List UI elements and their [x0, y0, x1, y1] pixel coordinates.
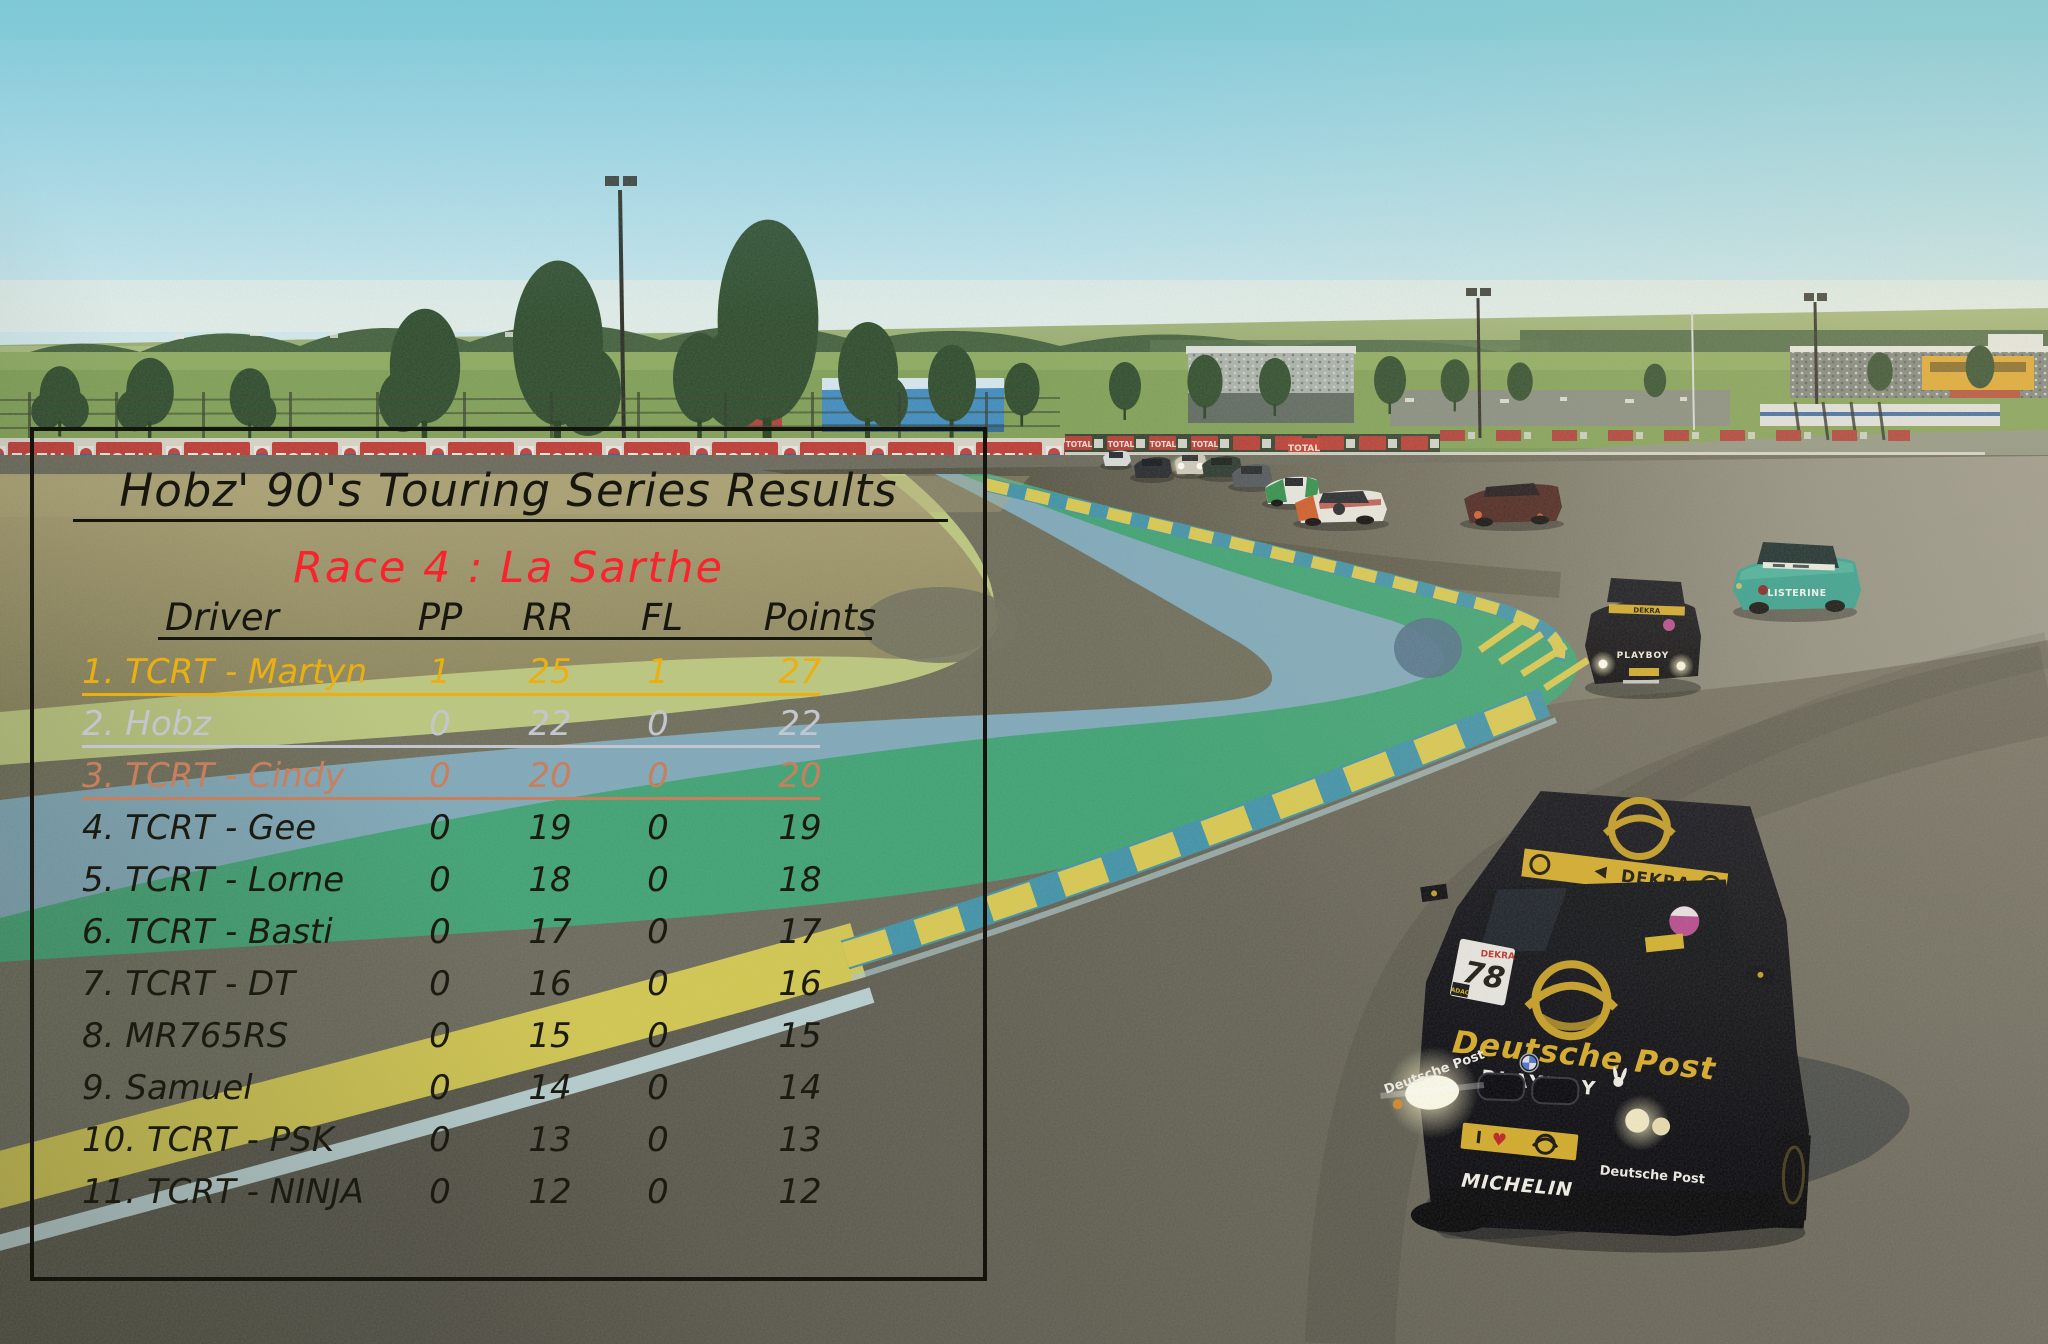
rr-value: 15	[528, 1016, 572, 1056]
driver-name: 6. TCRT - Basti	[82, 912, 333, 952]
pp-value: 0	[429, 1068, 451, 1108]
pp-value: 0	[429, 912, 451, 952]
points-value: 15	[778, 1016, 822, 1056]
driver-name: 7. TCRT - DT	[82, 964, 295, 1004]
driver-name: 9. Samuel	[82, 1068, 253, 1108]
column-header-pp: PP	[417, 596, 463, 639]
points-value: 13	[778, 1120, 822, 1160]
rr-value: 17	[528, 912, 572, 952]
rr-value: 16	[528, 964, 572, 1004]
rr-value: 13	[528, 1120, 572, 1160]
standings-row-9: 9. Samuel 0 14 0 14	[34, 1066, 983, 1112]
title-underline	[73, 519, 948, 522]
points-value: 22	[778, 704, 822, 744]
race-subtitle: Race 4 : La Sarthe	[292, 543, 725, 593]
pp-value: 0	[429, 860, 451, 900]
fl-value: 0	[647, 1172, 669, 1212]
standings-row-1: 1. TCRT - Martyn 1 25 1 27	[34, 650, 983, 696]
column-header-rr: RR	[522, 596, 574, 639]
fl-value: 0	[647, 912, 669, 952]
standings-row-6: 6. TCRT - Basti 0 17 0 17	[34, 910, 983, 956]
pp-value: 0	[429, 808, 451, 848]
driver-name: 11. TCRT - NINJA	[82, 1172, 364, 1212]
pp-value: 0	[429, 1016, 451, 1056]
points-value: 12	[778, 1172, 822, 1212]
points-value: 14	[778, 1068, 822, 1108]
column-header-fl: FL	[641, 596, 683, 639]
column-header-points: Points	[763, 596, 877, 639]
header-underline	[158, 637, 872, 640]
driver-name: 2. Hobz	[82, 704, 212, 744]
pp-value: 0	[429, 756, 451, 796]
fl-value: 0	[647, 808, 669, 848]
points-value: 16	[778, 964, 822, 1004]
rr-value: 22	[528, 704, 572, 744]
results-panel: Hobz' 90's Touring Series Results Race 4…	[30, 427, 987, 1281]
fl-value: 0	[647, 860, 669, 900]
fl-value: 0	[647, 756, 669, 796]
driver-name: 8. MR765RS	[82, 1016, 289, 1056]
fl-value: 0	[647, 964, 669, 1004]
pp-value: 0	[429, 704, 451, 744]
standings-row-10: 10. TCRT - PSK 0 13 0 13	[34, 1118, 983, 1164]
rr-value: 25	[528, 652, 572, 692]
fl-value: 0	[647, 704, 669, 744]
standings-row-5: 5. TCRT - Lorne 0 18 0 18	[34, 858, 983, 904]
fl-value: 0	[647, 1120, 669, 1160]
rr-value: 18	[528, 860, 572, 900]
points-value: 18	[778, 860, 822, 900]
column-header-driver: Driver	[165, 596, 279, 639]
rr-value: 19	[528, 808, 572, 848]
fl-value: 0	[647, 1016, 669, 1056]
fl-value: 1	[647, 652, 669, 692]
points-value: 20	[778, 756, 822, 796]
driver-name: 10. TCRT - PSK	[82, 1120, 335, 1160]
points-value: 17	[778, 912, 822, 952]
rr-value: 20	[528, 756, 572, 796]
driver-name: 3. TCRT - Cindy	[82, 756, 345, 796]
pp-value: 1	[429, 652, 451, 692]
standings-row-8: 8. MR765RS 0 15 0 15	[34, 1014, 983, 1060]
points-value: 19	[778, 808, 822, 848]
series-title: Hobz' 90's Touring Series Results	[119, 464, 898, 517]
standings-row-7: 7. TCRT - DT 0 16 0 16	[34, 962, 983, 1008]
fl-value: 0	[647, 1068, 669, 1108]
points-value: 27	[778, 652, 822, 692]
pp-value: 0	[429, 964, 451, 1004]
driver-name: 1. TCRT - Martyn	[82, 652, 368, 692]
driver-name: 5. TCRT - Lorne	[82, 860, 345, 900]
pp-value: 0	[429, 1120, 451, 1160]
pp-value: 0	[429, 1172, 451, 1212]
rr-value: 12	[528, 1172, 572, 1212]
standings-row-2: 2. Hobz 0 22 0 22	[34, 702, 983, 748]
row-underline	[82, 797, 820, 800]
rr-value: 14	[528, 1068, 572, 1108]
driver-name: 4. TCRT - Gee	[82, 808, 317, 848]
standings-row-11: 11. TCRT - NINJA 0 12 0 12	[34, 1170, 983, 1216]
row-underline	[82, 693, 820, 696]
standings-row-3: 3. TCRT - Cindy 0 20 0 20	[34, 754, 983, 800]
row-underline	[82, 745, 820, 748]
standings-header: Driver PP RR FL Points	[34, 596, 983, 640]
standings-row-4: 4. TCRT - Gee 0 19 0 19	[34, 806, 983, 852]
